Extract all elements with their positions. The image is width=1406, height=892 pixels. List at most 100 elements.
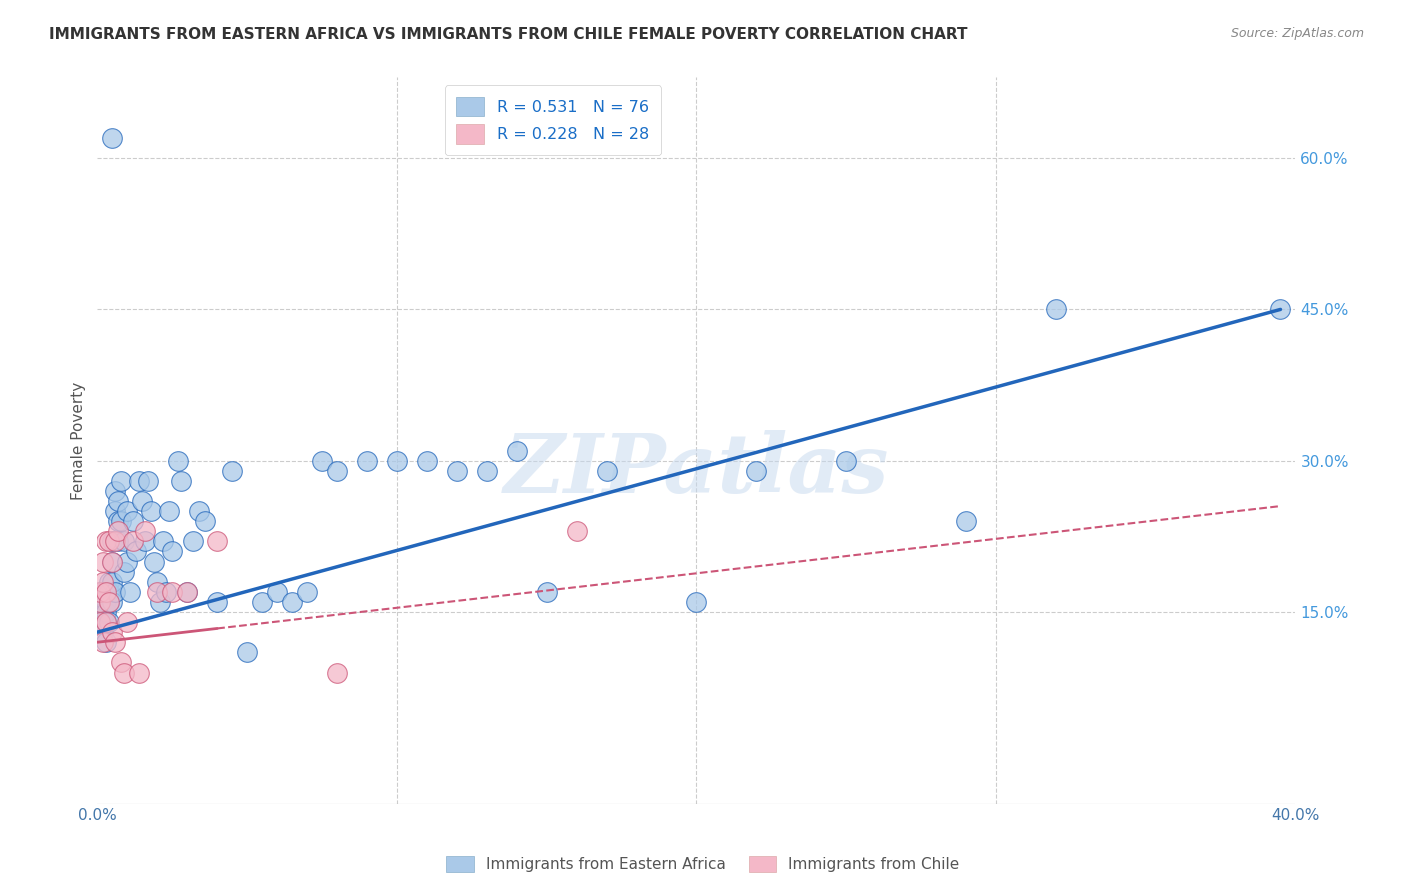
Point bbox=[143, 555, 166, 569]
Y-axis label: Female Poverty: Female Poverty bbox=[72, 382, 86, 500]
Point bbox=[205, 534, 228, 549]
Point bbox=[595, 464, 617, 478]
Point bbox=[125, 544, 148, 558]
Point bbox=[281, 595, 304, 609]
Point bbox=[134, 524, 156, 539]
Point bbox=[89, 615, 111, 629]
Point bbox=[536, 584, 558, 599]
Point bbox=[112, 665, 135, 680]
Point bbox=[134, 534, 156, 549]
Point bbox=[356, 453, 378, 467]
Point bbox=[104, 584, 127, 599]
Point bbox=[505, 443, 527, 458]
Legend: R = 0.531   N = 76, R = 0.228   N = 28: R = 0.531 N = 76, R = 0.228 N = 28 bbox=[444, 86, 661, 154]
Point bbox=[98, 615, 121, 629]
Point bbox=[104, 504, 127, 518]
Point bbox=[112, 534, 135, 549]
Point bbox=[250, 595, 273, 609]
Point bbox=[93, 625, 115, 640]
Point bbox=[326, 665, 349, 680]
Point bbox=[98, 574, 121, 589]
Point bbox=[93, 615, 115, 629]
Point bbox=[107, 514, 129, 528]
Point bbox=[101, 595, 124, 609]
Point bbox=[89, 584, 111, 599]
Point bbox=[107, 524, 129, 539]
Point bbox=[311, 453, 333, 467]
Point bbox=[685, 595, 707, 609]
Point bbox=[96, 584, 118, 599]
Point bbox=[98, 534, 121, 549]
Point bbox=[89, 595, 111, 609]
Text: IMMIGRANTS FROM EASTERN AFRICA VS IMMIGRANTS FROM CHILE FEMALE POVERTY CORRELATI: IMMIGRANTS FROM EASTERN AFRICA VS IMMIGR… bbox=[49, 27, 967, 42]
Point bbox=[221, 464, 243, 478]
Point bbox=[181, 534, 204, 549]
Point bbox=[155, 584, 177, 599]
Point bbox=[176, 584, 198, 599]
Point bbox=[107, 494, 129, 508]
Point bbox=[146, 574, 169, 589]
Point bbox=[101, 625, 124, 640]
Point bbox=[110, 514, 132, 528]
Point bbox=[96, 605, 118, 619]
Point bbox=[93, 635, 115, 649]
Legend: Immigrants from Eastern Africa, Immigrants from Chile: Immigrants from Eastern Africa, Immigran… bbox=[439, 848, 967, 880]
Point bbox=[194, 514, 217, 528]
Point bbox=[96, 534, 118, 549]
Point bbox=[128, 665, 150, 680]
Point bbox=[385, 453, 408, 467]
Point bbox=[96, 615, 118, 629]
Point bbox=[104, 483, 127, 498]
Point bbox=[160, 544, 183, 558]
Point bbox=[96, 635, 118, 649]
Point bbox=[136, 474, 159, 488]
Point bbox=[1045, 302, 1067, 317]
Point bbox=[1270, 302, 1292, 317]
Point bbox=[128, 474, 150, 488]
Point bbox=[98, 584, 121, 599]
Point bbox=[93, 555, 115, 569]
Point bbox=[117, 555, 139, 569]
Point bbox=[157, 504, 180, 518]
Point bbox=[236, 645, 259, 659]
Point bbox=[93, 584, 115, 599]
Point bbox=[93, 574, 115, 589]
Text: ZIPatlas: ZIPatlas bbox=[503, 430, 889, 509]
Point bbox=[295, 584, 318, 599]
Point bbox=[117, 504, 139, 518]
Point bbox=[160, 584, 183, 599]
Point bbox=[101, 555, 124, 569]
Text: Source: ZipAtlas.com: Source: ZipAtlas.com bbox=[1230, 27, 1364, 40]
Point bbox=[188, 504, 211, 518]
Point bbox=[149, 595, 172, 609]
Point bbox=[167, 453, 190, 467]
Point bbox=[89, 595, 111, 609]
Point bbox=[96, 595, 118, 609]
Point bbox=[110, 656, 132, 670]
Point bbox=[104, 534, 127, 549]
Point bbox=[117, 615, 139, 629]
Point bbox=[122, 514, 145, 528]
Point bbox=[98, 595, 121, 609]
Point bbox=[107, 534, 129, 549]
Point bbox=[446, 464, 468, 478]
Point bbox=[93, 605, 115, 619]
Point bbox=[835, 453, 858, 467]
Point bbox=[120, 584, 142, 599]
Point bbox=[89, 584, 111, 599]
Point bbox=[96, 615, 118, 629]
Point bbox=[176, 584, 198, 599]
Point bbox=[326, 464, 349, 478]
Point bbox=[475, 464, 498, 478]
Point bbox=[101, 131, 124, 145]
Point bbox=[565, 524, 588, 539]
Point bbox=[146, 584, 169, 599]
Point bbox=[266, 584, 288, 599]
Point bbox=[131, 494, 153, 508]
Point bbox=[104, 635, 127, 649]
Point bbox=[955, 514, 977, 528]
Point bbox=[141, 504, 163, 518]
Point bbox=[152, 534, 174, 549]
Point bbox=[745, 464, 768, 478]
Point bbox=[170, 474, 193, 488]
